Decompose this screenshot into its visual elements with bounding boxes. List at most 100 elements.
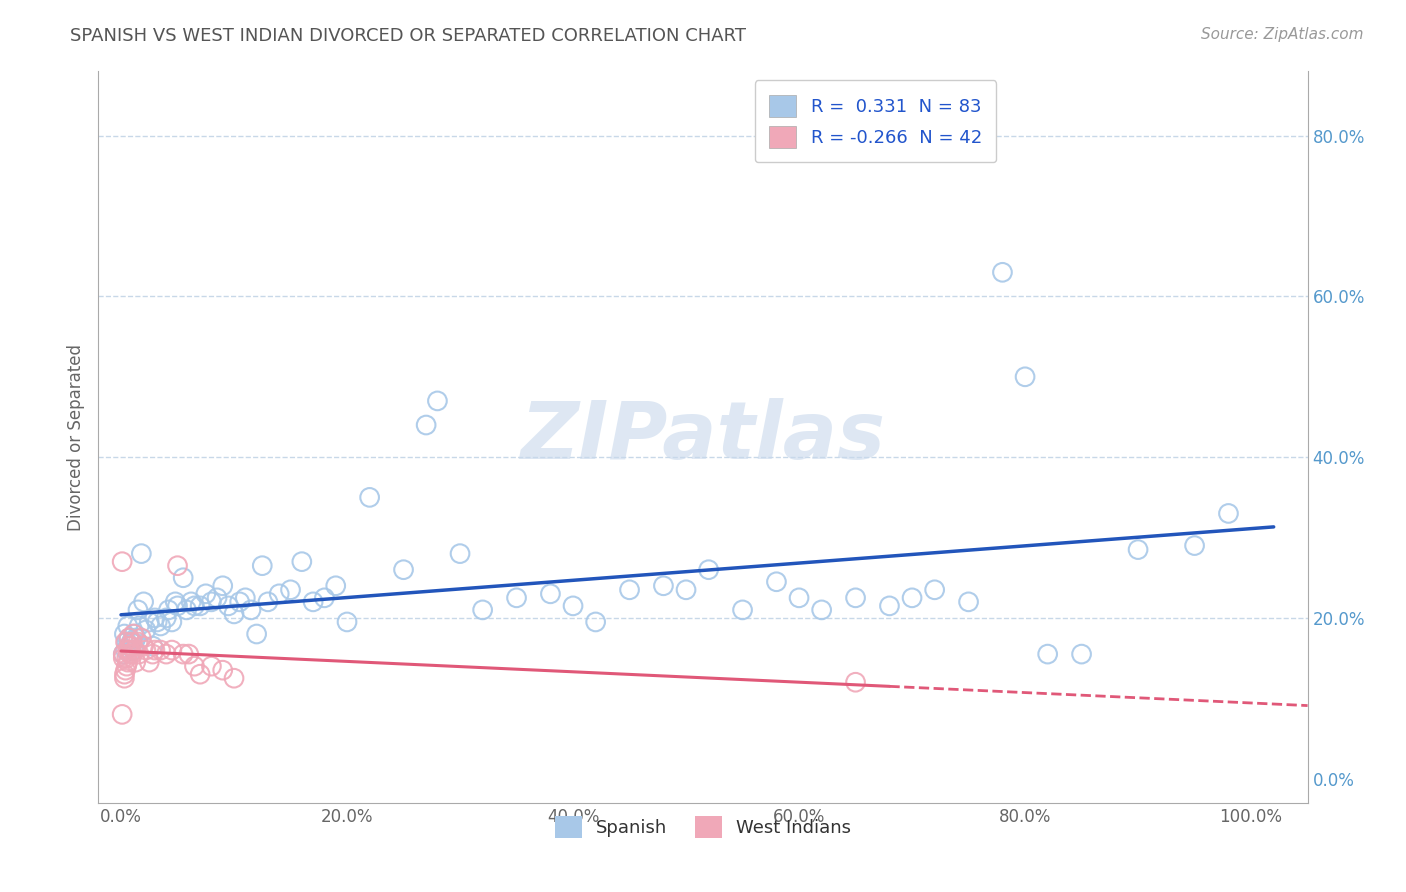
Point <box>112 671 135 685</box>
Point <box>280 582 302 597</box>
Point <box>128 619 150 633</box>
Point <box>165 595 187 609</box>
Point <box>149 643 172 657</box>
Y-axis label: Divorced or Separated: Divorced or Separated <box>66 343 84 531</box>
Point <box>538 587 561 601</box>
Point <box>205 591 228 605</box>
Point <box>217 599 239 613</box>
Point <box>138 615 160 629</box>
Point <box>115 635 138 649</box>
Point <box>246 627 269 641</box>
Point <box>160 615 183 629</box>
Point <box>314 591 336 605</box>
Point <box>697 563 720 577</box>
Point <box>901 591 924 605</box>
Point <box>125 631 148 645</box>
Point <box>652 579 675 593</box>
Point <box>120 639 142 653</box>
Point <box>200 659 222 673</box>
Point <box>111 707 134 722</box>
Point <box>117 619 139 633</box>
Point <box>114 635 136 649</box>
Point <box>112 651 135 665</box>
Point <box>233 591 256 605</box>
Point <box>117 643 139 657</box>
Point <box>1218 507 1240 521</box>
Point <box>957 595 980 609</box>
Point <box>505 591 527 605</box>
Point <box>125 655 148 669</box>
Point <box>114 663 136 677</box>
Point <box>325 579 347 593</box>
Point <box>1036 647 1059 661</box>
Point <box>155 647 177 661</box>
Point <box>188 667 211 681</box>
Point <box>183 599 205 613</box>
Point <box>132 595 155 609</box>
Point <box>180 595 202 609</box>
Point <box>765 574 787 589</box>
Point <box>143 643 166 657</box>
Point <box>787 591 810 605</box>
Point <box>118 631 141 645</box>
Point <box>359 491 381 505</box>
Point <box>879 599 901 613</box>
Point <box>127 635 149 649</box>
Point <box>128 647 150 661</box>
Point <box>924 582 946 597</box>
Point <box>120 647 142 661</box>
Point <box>252 558 274 573</box>
Point <box>176 603 198 617</box>
Point <box>131 547 153 561</box>
Point <box>121 647 143 661</box>
Point <box>138 655 160 669</box>
Point <box>619 582 641 597</box>
Point <box>291 555 314 569</box>
Point <box>991 265 1014 279</box>
Point <box>115 651 138 665</box>
Point <box>1014 369 1036 384</box>
Point <box>142 647 165 661</box>
Point <box>675 582 697 597</box>
Point <box>127 603 149 617</box>
Point <box>810 603 832 617</box>
Point <box>114 643 136 657</box>
Point <box>118 631 141 645</box>
Point <box>118 639 141 653</box>
Point <box>120 643 142 657</box>
Point <box>143 611 166 625</box>
Point <box>211 663 233 677</box>
Point <box>845 675 868 690</box>
Point <box>845 591 868 605</box>
Point <box>111 555 134 569</box>
Point <box>131 631 153 645</box>
Text: ZIPatlas: ZIPatlas <box>520 398 886 476</box>
Point <box>228 595 250 609</box>
Point <box>257 595 280 609</box>
Point <box>194 587 217 601</box>
Point <box>149 619 172 633</box>
Point <box>222 607 245 621</box>
Point <box>426 393 449 408</box>
Point <box>562 599 585 613</box>
Point <box>240 603 263 617</box>
Point <box>115 659 138 673</box>
Point <box>166 599 188 613</box>
Point <box>392 563 415 577</box>
Point <box>112 647 135 661</box>
Point <box>471 603 494 617</box>
Point <box>121 635 143 649</box>
Point <box>122 627 145 641</box>
Point <box>172 571 194 585</box>
Text: SPANISH VS WEST INDIAN DIVORCED OR SEPARATED CORRELATION CHART: SPANISH VS WEST INDIAN DIVORCED OR SEPAR… <box>70 27 747 45</box>
Point <box>146 615 169 629</box>
Point <box>211 579 233 593</box>
Point <box>177 647 200 661</box>
Text: Source: ZipAtlas.com: Source: ZipAtlas.com <box>1201 27 1364 42</box>
Point <box>142 639 165 653</box>
Point <box>222 671 245 685</box>
Point <box>132 639 155 653</box>
Point <box>155 611 177 625</box>
Point <box>1126 542 1149 557</box>
Point <box>302 595 325 609</box>
